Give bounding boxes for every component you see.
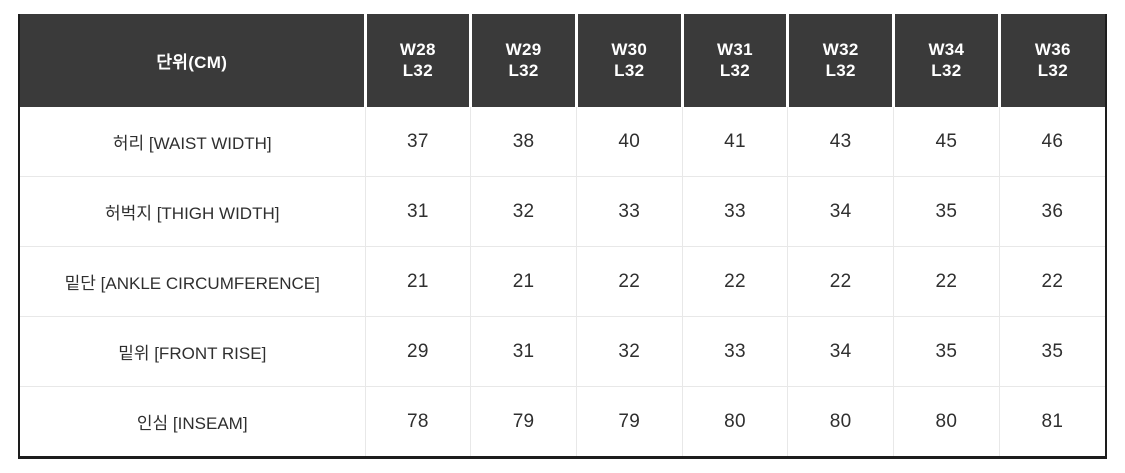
value-cell: 22 [893, 246, 1000, 317]
size-table-header: 단위(CM) W28 L32 W29 L32 [20, 14, 1105, 107]
size-label-stack: W28 L32 [367, 40, 470, 81]
size-label-stack: W32 L32 [789, 40, 892, 81]
value-cell: 33 [576, 176, 683, 247]
value-cell: 80 [893, 386, 1000, 456]
value-cell: 33 [682, 316, 789, 387]
value-cell: 22 [999, 246, 1105, 317]
length-size-label: L32 [508, 60, 539, 80]
value-cell: 78 [365, 386, 472, 456]
waist-size-label: W32 [822, 39, 859, 59]
value-cell: 31 [365, 176, 472, 247]
size-label-stack: W34 L32 [895, 40, 998, 81]
table-row-ankle: 밑단 [ANKLE CIRCUMFERENCE] 21 21 22 22 22 … [20, 246, 1105, 317]
value-cell: 45 [893, 107, 1000, 177]
value-cell: 31 [470, 316, 577, 387]
value-cell: 22 [576, 246, 683, 317]
waist-size-label: W34 [928, 39, 965, 59]
value-cell: 36 [999, 176, 1105, 247]
waist-size-label: W36 [1034, 39, 1071, 59]
length-size-label: L32 [402, 60, 433, 80]
size-table-wrapper: 단위(CM) W28 L32 W29 L32 [18, 14, 1107, 459]
value-cell: 46 [999, 107, 1105, 177]
value-cell: 22 [682, 246, 789, 317]
size-label-stack: W36 L32 [1001, 40, 1105, 81]
size-label-stack: W30 L32 [578, 40, 681, 81]
value-cell: 80 [682, 386, 789, 456]
value-cell: 22 [787, 246, 895, 317]
value-cell: 79 [470, 386, 577, 456]
waist-size-label: W29 [505, 39, 542, 59]
value-cell: 37 [365, 107, 472, 177]
value-cell: 40 [576, 107, 683, 177]
value-cell: 35 [893, 316, 1000, 387]
value-cell: 32 [576, 316, 683, 387]
table-row-waist: 허리 [WAIST WIDTH] 37 38 40 41 43 45 46 [20, 107, 1105, 177]
value-cell: 29 [365, 316, 472, 387]
value-cell: 79 [576, 386, 683, 456]
value-cell: 32 [470, 176, 577, 247]
row-label-cell: 밑단 [ANKLE CIRCUMFERENCE] [20, 246, 366, 317]
length-size-label: L32 [719, 60, 751, 80]
waist-size-label: W30 [611, 39, 648, 59]
length-size-label: L32 [931, 60, 962, 80]
value-cell: 34 [787, 316, 895, 387]
table-row-inseam: 인심 [INSEAM] 78 79 79 80 80 80 81 [20, 386, 1105, 456]
size-header-w28: W28 L32 [365, 14, 473, 107]
value-cell: 80 [787, 386, 895, 456]
size-header-w31: W31 L32 [682, 14, 790, 107]
row-label-cell: 인심 [INSEAM] [20, 386, 366, 456]
size-chart-page: 단위(CM) W28 L32 W29 L32 [18, 14, 1107, 459]
size-header-w32: W32 L32 [787, 14, 896, 107]
value-cell: 35 [999, 316, 1105, 387]
size-header-w36: W36 L32 [999, 14, 1105, 107]
value-cell: 43 [787, 107, 895, 177]
value-cell: 34 [787, 176, 895, 247]
value-cell: 33 [682, 176, 789, 247]
waist-size-label: W31 [717, 39, 753, 59]
value-cell: 38 [470, 107, 577, 177]
size-header-w34: W34 L32 [893, 14, 1001, 107]
value-cell: 41 [682, 107, 789, 177]
value-cell: 35 [893, 176, 1000, 247]
length-size-label: L32 [825, 60, 856, 80]
table-row-thigh: 허벅지 [THIGH WIDTH] 31 32 33 33 34 35 36 [20, 176, 1105, 247]
row-label-cell: 밑위 [FRONT RISE] [20, 316, 366, 387]
waist-size-label: W28 [399, 39, 436, 59]
size-label-stack: W31 L32 [684, 40, 787, 81]
length-size-label: L32 [614, 60, 645, 80]
value-cell: 21 [470, 246, 577, 317]
size-spec-table: 단위(CM) W28 L32 W29 L32 [20, 14, 1105, 456]
unit-header-cell: 단위(CM) [20, 14, 367, 107]
size-table-body: 허리 [WAIST WIDTH] 37 38 40 41 43 45 46 허벅… [20, 107, 1105, 456]
value-cell: 21 [365, 246, 472, 317]
size-header-w29: W29 L32 [470, 14, 578, 107]
row-label-cell: 허리 [WAIST WIDTH] [20, 107, 366, 177]
row-label-cell: 허벅지 [THIGH WIDTH] [20, 176, 366, 247]
size-header-w30: W30 L32 [576, 14, 684, 107]
value-cell: 81 [999, 386, 1105, 456]
table-row-front-rise: 밑위 [FRONT RISE] 29 31 32 33 34 35 35 [20, 316, 1105, 387]
header-row: 단위(CM) W28 L32 W29 L32 [20, 14, 1105, 107]
size-label-stack: W29 L32 [472, 40, 575, 81]
length-size-label: L32 [1037, 60, 1068, 80]
